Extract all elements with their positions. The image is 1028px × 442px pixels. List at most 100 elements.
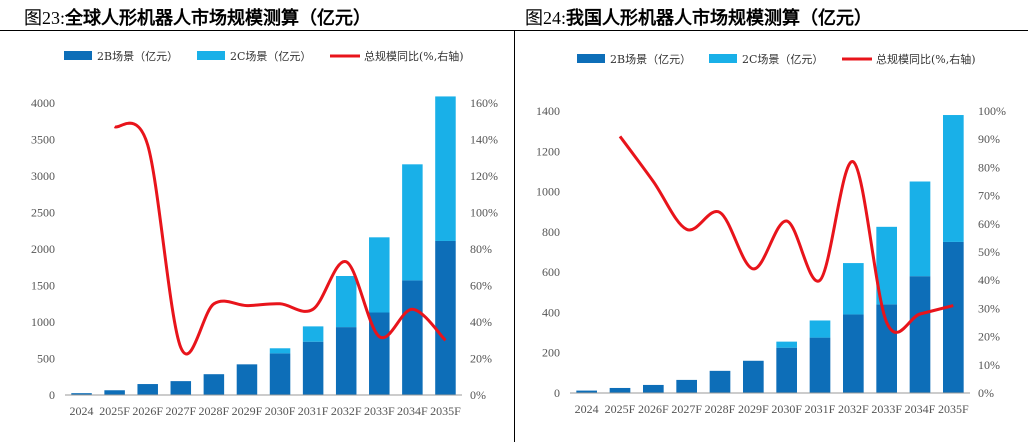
- y-tick-label: 1500: [31, 279, 55, 293]
- bar-b2b: [809, 337, 831, 393]
- bar-b2b: [943, 241, 964, 393]
- y2-tick-label: 60%: [978, 217, 1000, 231]
- x-tick-label: 2025F: [605, 402, 636, 416]
- bar-b2c: [269, 348, 291, 354]
- y-tick-label: 2000: [31, 242, 55, 256]
- bar-b2b: [435, 240, 456, 395]
- x-tick-label: 2029F: [232, 404, 263, 418]
- bar-b2b: [609, 387, 631, 393]
- x-tick-label: 2034F: [397, 404, 428, 418]
- y-tick-label: 1000: [536, 185, 560, 199]
- bar-b2b: [909, 276, 931, 393]
- legend-label-b2c: 2C场景（亿元）: [742, 52, 823, 66]
- y2-tick-label: 0%: [978, 386, 994, 400]
- y2-tick-label: 30%: [978, 301, 1000, 315]
- top-rule-left: [0, 30, 514, 31]
- x-tick-label: 2029F: [738, 402, 769, 416]
- figure-title-left: 图23:全球人形机器人市场规模测算（亿元）: [24, 4, 371, 30]
- legend-swatch-b2c: [709, 54, 737, 63]
- bar-b2b: [876, 304, 897, 393]
- y-tick-label: 3500: [31, 133, 55, 147]
- legend-swatch-b2b: [577, 54, 605, 63]
- x-tick-label: 2031F: [298, 404, 329, 418]
- y-tick-label: 1000: [31, 315, 55, 329]
- legend-swatch-b2c: [197, 51, 225, 60]
- bar-b2b: [170, 381, 192, 395]
- line-yoy: [113, 121, 447, 356]
- y2-tick-label: 40%: [470, 315, 492, 329]
- bar-b2b: [576, 390, 597, 393]
- bar-b2c: [776, 341, 797, 348]
- bar-b2b: [335, 327, 357, 395]
- y2-tick-label: 100%: [470, 206, 498, 220]
- line-yoy: [618, 135, 954, 334]
- y2-tick-label: 50%: [978, 245, 1000, 259]
- bar-b2c: [369, 237, 390, 313]
- x-tick-label: 2024: [70, 404, 94, 418]
- bar-b2b: [643, 384, 664, 393]
- x-tick-label: 2024: [575, 402, 599, 416]
- bar-b2c: [843, 263, 864, 315]
- y2-tick-label: 80%: [470, 242, 492, 256]
- legend-label-yoy: 总规模同比(%,右轴): [364, 49, 464, 63]
- legend-label-b2b: 2B场景（亿元）: [97, 49, 178, 63]
- bar-b2b: [203, 374, 225, 395]
- y2-tick-label: 20%: [978, 330, 1000, 344]
- bar-b2b: [137, 384, 158, 395]
- bar-b2b: [776, 347, 797, 393]
- top-rule-right: [514, 30, 1028, 31]
- x-tick-label: 2035F: [938, 402, 969, 416]
- bar-b2b: [676, 379, 697, 393]
- legend-swatch-b2b: [64, 51, 92, 60]
- y2-tick-label: 0%: [470, 388, 486, 402]
- bar-b2c: [809, 320, 831, 338]
- y2-tick-label: 90%: [978, 132, 1000, 146]
- y2-tick-label: 80%: [978, 160, 1000, 174]
- y2-tick-label: 140%: [470, 133, 498, 147]
- figure-title-text-left: 全球人形机器人市场规模测算（亿元）: [65, 8, 372, 29]
- figure-number-left: 图23:: [24, 8, 66, 28]
- x-tick-label: 2028F: [199, 404, 230, 418]
- x-tick-label: 2025F: [99, 404, 130, 418]
- x-tick-label: 2034F: [905, 402, 936, 416]
- figure-number-right: 图24:: [525, 8, 567, 28]
- y2-tick-label: 100%: [978, 104, 1006, 118]
- x-tick-label: 2033F: [364, 404, 395, 418]
- bar-b2b: [369, 312, 390, 395]
- bar-b2c: [876, 226, 897, 305]
- legend-label-b2c: 2C场景（亿元）: [230, 49, 311, 63]
- y-tick-label: 800: [542, 225, 560, 239]
- bar-b2b: [402, 280, 423, 395]
- y-tick-label: 500: [37, 352, 55, 366]
- x-tick-label: 2026F: [638, 402, 669, 416]
- bar-b2b: [743, 360, 764, 393]
- legend-label-yoy: 总规模同比(%,右轴): [876, 52, 976, 66]
- bar-b2b: [709, 370, 731, 393]
- bar-b2b: [843, 314, 864, 393]
- x-tick-label: 2033F: [871, 402, 902, 416]
- y-tick-label: 400: [542, 305, 560, 319]
- y-tick-label: 2500: [31, 206, 55, 220]
- y2-tick-label: 40%: [978, 273, 1000, 287]
- y-tick-label: 3000: [31, 169, 55, 183]
- y-tick-label: 600: [542, 265, 560, 279]
- x-tick-label: 2027F: [165, 404, 196, 418]
- y2-tick-label: 20%: [470, 352, 492, 366]
- y2-tick-label: 160%: [470, 96, 498, 110]
- bar-b2c: [402, 164, 423, 281]
- y2-tick-label: 60%: [470, 279, 492, 293]
- legend-label-b2b: 2B场景（亿元）: [610, 52, 691, 66]
- x-tick-label: 2035F: [430, 404, 461, 418]
- chart-china-market: 2B场景（亿元） 2C场景（亿元） 总规模同比(%,右轴) 0 200 400 600 800…: [536, 52, 1006, 416]
- y-tick-label: 1200: [536, 144, 560, 158]
- x-tick-label: 2032F: [838, 402, 869, 416]
- y2-tick-label: 70%: [978, 189, 1000, 203]
- y-tick-label: 200: [542, 346, 560, 360]
- y-tick-label: 4000: [31, 96, 55, 110]
- x-tick-label: 2030F: [265, 404, 296, 418]
- chart-global-market: 2B场景（亿元） 2C场景（亿元） 总规模同比(%,右轴) 0 500 1000 1500 2…: [31, 49, 498, 418]
- y-tick-label: 0: [49, 388, 55, 402]
- x-tick-label: 2026F: [132, 404, 163, 418]
- figure-title-right: 图24:我国人形机器人市场规模测算（亿元）: [525, 4, 872, 30]
- bar-b2b: [104, 390, 125, 395]
